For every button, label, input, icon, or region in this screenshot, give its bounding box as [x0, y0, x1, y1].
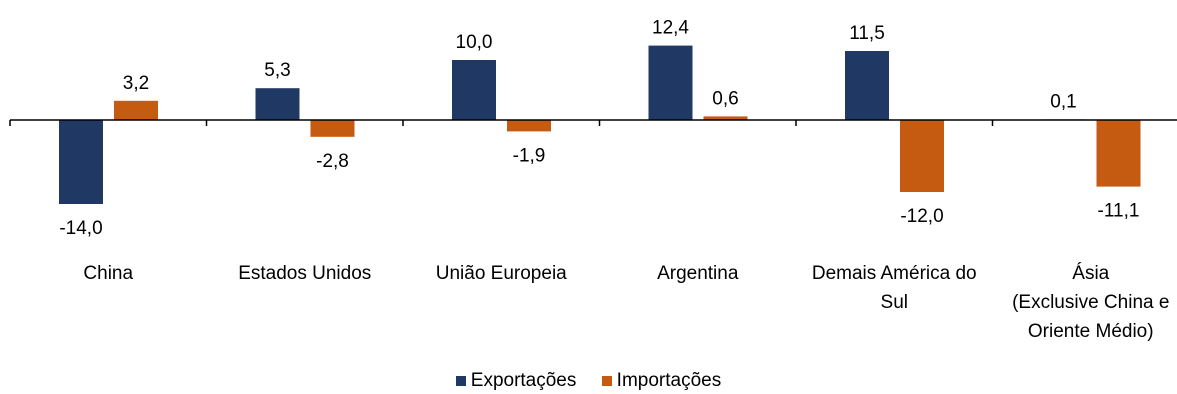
bar-0-2 [452, 60, 496, 120]
bar-1-5 [1096, 120, 1141, 187]
data-label-1-3: 0,6 [712, 88, 738, 109]
data-label-0-3: 12,4 [652, 18, 689, 39]
legend-swatch-exportacoes [455, 376, 466, 386]
bar-0-0 [59, 120, 103, 204]
legend-label-exportacoes: Exportações [470, 370, 577, 391]
data-label-0-4: 11,5 [849, 23, 885, 44]
bar-1-3 [703, 116, 748, 120]
data-label-1-5: -11,1 [1098, 201, 1140, 222]
data-label-0-5: 0,1 [1050, 91, 1076, 112]
data-label-1-4: -12,0 [900, 206, 943, 227]
legend-item-exportacoes: Exportações [455, 370, 577, 392]
category-label-5-2: Oriente Médio) [1028, 321, 1154, 342]
data-label-0-0: -14,0 [59, 218, 102, 239]
category-label-0-0: China [83, 263, 133, 284]
data-label-1-2: -1,9 [513, 145, 546, 166]
legend-label-importacoes: Importações [616, 370, 722, 391]
legend-swatch-importacoes [601, 376, 612, 386]
category-label-5-1: (Exclusive China e [1012, 292, 1169, 313]
bar-0-1 [255, 88, 300, 120]
category-label-2-0: União Europeia [436, 263, 567, 284]
data-label-0-2: 10,0 [456, 32, 493, 53]
data-label-0-1: 5,3 [264, 60, 290, 81]
legend-item-importacoes: Importações [601, 370, 722, 392]
chart-legend: Exportações Importações [0, 370, 1177, 392]
bar-1-2 [507, 120, 551, 132]
bar-0-4 [845, 51, 889, 120]
bar-1-1 [310, 120, 355, 137]
category-label-4-1: Sul [881, 292, 908, 313]
category-label-1-0: Estados Unidos [238, 263, 371, 284]
bar-1-0 [114, 100, 158, 120]
data-label-1-0: 3,2 [123, 73, 149, 94]
data-label-1-1: -2,8 [316, 151, 349, 172]
bar-1-4 [900, 120, 944, 192]
category-label-3-0: Argentina [657, 263, 739, 284]
category-label-5-0: Ásia [1072, 263, 1109, 284]
bar-0-3 [648, 45, 693, 120]
category-label-4-0: Demais América do [812, 263, 977, 284]
